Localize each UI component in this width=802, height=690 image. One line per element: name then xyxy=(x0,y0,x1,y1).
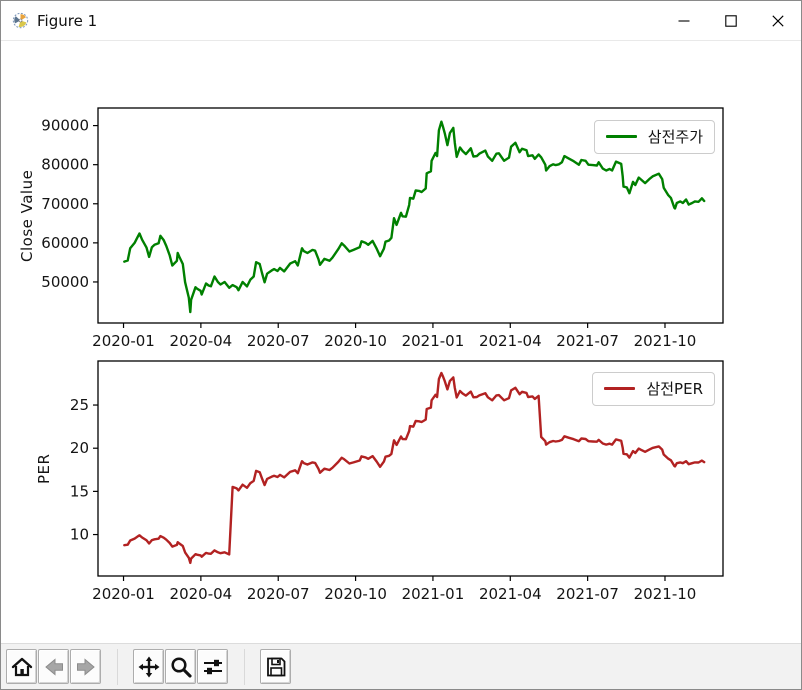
per-legend: 삼전PER xyxy=(592,372,715,406)
x-tick-label: 2020-01 xyxy=(92,332,155,350)
y-tick-label: 10 xyxy=(70,526,89,544)
navigation-toolbar xyxy=(1,643,801,689)
back-button[interactable] xyxy=(38,649,69,684)
x-tick-label: 2021-01 xyxy=(402,585,465,603)
per-y-axis-label: PER xyxy=(35,453,53,484)
y-tick-label: 90000 xyxy=(41,117,89,135)
x-tick-label: 2021-10 xyxy=(634,585,697,603)
per-line xyxy=(123,371,706,565)
caption-buttons xyxy=(660,1,801,40)
back-arrow-icon xyxy=(44,657,63,676)
price-legend: 삼전주가 xyxy=(593,120,715,154)
zoom-button[interactable] xyxy=(165,649,196,684)
maximize-icon xyxy=(724,14,737,27)
save-button[interactable] xyxy=(260,649,291,684)
save-floppy-icon xyxy=(266,657,285,676)
toolbar-separator xyxy=(117,648,118,685)
x-tick-label: 2020-10 xyxy=(324,585,387,603)
figure-canvas[interactable]: 2020-01 2020-04 2020-07 2020-10 2021-01 2021-… xyxy=(1,41,801,645)
y-tick-label: 80000 xyxy=(41,156,89,174)
x-tick-label: 2020-07 xyxy=(247,585,310,603)
y-tick-label: 25 xyxy=(70,396,89,414)
x-tick-label: 2021-10 xyxy=(634,332,697,350)
per-legend-line-swatch xyxy=(604,387,636,390)
forward-button[interactable] xyxy=(70,649,101,684)
title-bar[interactable]: Figure 1 xyxy=(1,1,801,41)
price-legend-label: 삼전주가 xyxy=(647,128,703,146)
x-tick-label: 2021-04 xyxy=(479,585,542,603)
price-line xyxy=(123,120,706,314)
axes-frame xyxy=(97,107,724,324)
price-y-axis-label: Close Value xyxy=(18,169,36,262)
close-button[interactable] xyxy=(754,1,801,40)
configure-subplots-button[interactable] xyxy=(197,649,228,684)
x-tick-label: 2020-01 xyxy=(92,585,155,603)
window-title: Figure 1 xyxy=(37,11,98,30)
x-tick-label: 2021-07 xyxy=(556,332,619,350)
minimize-button[interactable] xyxy=(660,1,707,40)
plots-svg: 2020-01 2020-04 2020-07 2020-10 2021-01 2021-… xyxy=(41,107,724,603)
zoom-rect-icon xyxy=(170,656,192,678)
y-tick-label: 70000 xyxy=(41,195,89,213)
x-tick-label: 2021-01 xyxy=(402,332,465,350)
y-tick-label: 15 xyxy=(70,482,89,500)
x-tick-label: 2021-04 xyxy=(479,332,542,350)
y-tick-label: 60000 xyxy=(41,234,89,252)
per-legend-label: 삼전PER xyxy=(646,380,703,398)
y-tick-label: 20 xyxy=(70,439,89,457)
minimize-icon xyxy=(678,19,689,22)
x-tick-label: 2020-04 xyxy=(170,332,233,350)
matplotlib-logo-icon xyxy=(12,12,29,29)
sliders-icon xyxy=(203,659,222,674)
close-icon xyxy=(771,14,784,27)
maximize-button[interactable] xyxy=(707,1,754,40)
x-tick-label: 2021-07 xyxy=(556,585,619,603)
home-icon xyxy=(11,657,32,676)
pan-icon xyxy=(138,656,159,677)
pan-button[interactable] xyxy=(133,649,164,684)
axes-frame xyxy=(97,360,724,577)
y-tick-label: 50000 xyxy=(41,273,89,291)
forward-arrow-icon xyxy=(76,657,95,676)
x-tick-label: 2020-04 xyxy=(170,585,233,603)
x-tick-label: 2020-10 xyxy=(324,332,387,350)
x-tick-label: 2020-07 xyxy=(247,332,310,350)
home-button[interactable] xyxy=(6,649,37,684)
toolbar-separator xyxy=(244,648,245,685)
price-legend-line-swatch xyxy=(605,135,637,138)
